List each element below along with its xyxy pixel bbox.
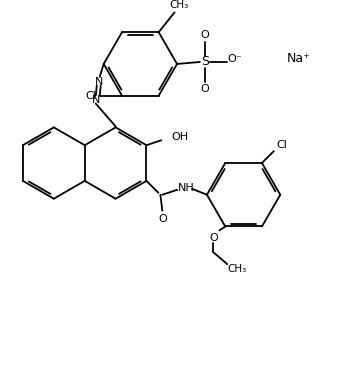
Text: O⁻: O⁻ [227,54,242,64]
Text: O: O [158,213,167,223]
Text: O: O [201,30,209,40]
Text: N: N [95,77,103,87]
Text: Cl: Cl [276,140,287,150]
Text: N: N [91,95,100,105]
Text: Cl: Cl [85,91,96,101]
Text: O: O [201,84,209,94]
Text: Na⁺: Na⁺ [287,52,311,66]
Text: NH: NH [178,183,194,193]
Text: OH: OH [171,132,188,142]
Text: CH₃: CH₃ [169,0,188,10]
Text: O: O [209,234,218,244]
Text: S: S [201,56,209,68]
Text: CH₃: CH₃ [228,264,247,274]
